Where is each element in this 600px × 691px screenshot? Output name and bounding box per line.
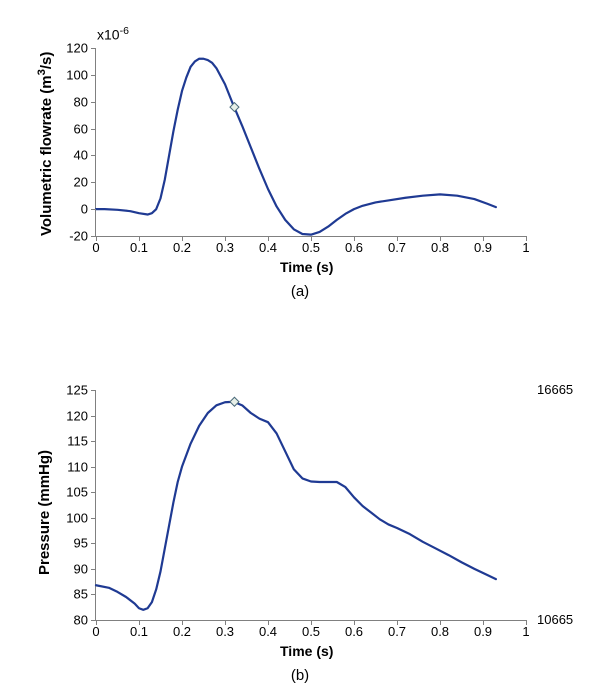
- figure-page: 0 0.1 0.2 0.3 0.4 0.5 0.6 0.7 0.8 0.9 1 -20 0 20 40 60 8…: [0, 0, 600, 691]
- y-tick-label: 85: [74, 587, 88, 602]
- y-tick: [91, 441, 96, 442]
- x-tick-label: 0.2: [173, 240, 191, 255]
- y-tick-label: 100: [66, 510, 88, 525]
- y-tick: [91, 129, 96, 130]
- x-tick-label: 0.5: [302, 624, 320, 639]
- y-tick: [91, 155, 96, 156]
- x-tick-label: 0.6: [345, 624, 363, 639]
- y-tick: [91, 467, 96, 468]
- y-tick: [91, 48, 96, 49]
- curve-a: [96, 48, 526, 236]
- x-tick-label: 0.6: [345, 240, 363, 255]
- y-tick-label: 115: [67, 434, 88, 449]
- x-tick-label: 0: [92, 240, 99, 255]
- data-marker-diamond: [230, 103, 239, 112]
- y-tick-label: 20: [74, 175, 88, 190]
- y-tick-label: 0: [81, 202, 88, 217]
- y-tick: [91, 620, 96, 621]
- y-tick-label: 110: [67, 459, 88, 474]
- y-tick: [91, 209, 96, 210]
- x-tick-label: 1: [522, 624, 529, 639]
- y-tick: [91, 102, 96, 103]
- x-tick-label: 0: [92, 624, 99, 639]
- x-tick-label: 0.4: [259, 624, 277, 639]
- x-tick-label: 0.8: [431, 240, 449, 255]
- y-tick-label: 95: [74, 536, 88, 551]
- y-tick-label: 90: [74, 561, 88, 576]
- x-tick-label: 0.1: [130, 240, 148, 255]
- y-tick-label: 80: [74, 94, 88, 109]
- x-tick-label: 0.3: [216, 240, 234, 255]
- y-tick: [91, 416, 96, 417]
- data-line: [96, 402, 496, 610]
- x-tick-label: 0.9: [474, 624, 492, 639]
- y-tick: [91, 594, 96, 595]
- data-marker-diamond: [230, 397, 239, 406]
- y-tick: [91, 492, 96, 493]
- x-tick-label: 0.2: [173, 624, 191, 639]
- plot-area-a: 00.10.20.30.40.50.60.70.80.91-2002040608…: [95, 48, 526, 237]
- y-tick: [91, 236, 96, 237]
- y-right-tick-label: 16665: [537, 383, 573, 396]
- x-tick-label: 0.9: [474, 240, 492, 255]
- data-line: [96, 59, 496, 235]
- y-tick: [91, 75, 96, 76]
- y-axis-label-b-left: Pressure (mmHg): [37, 450, 52, 575]
- y-tick-label: 105: [66, 485, 88, 500]
- y-exponent-a: x10-6: [97, 26, 129, 42]
- y-tick: [91, 543, 96, 544]
- x-tick-label: 1: [522, 240, 529, 255]
- y-tick-label: 100: [66, 67, 88, 82]
- y-tick: [91, 390, 96, 391]
- x-tick-label: 0.1: [130, 624, 148, 639]
- y-axis-label-a: Volumetric flowrate (m3/s): [37, 52, 54, 236]
- curve-b: [96, 390, 526, 620]
- x-tick-label: 0.4: [259, 240, 277, 255]
- x-tick-label: 0.7: [388, 624, 406, 639]
- y-tick-label: 60: [74, 121, 88, 136]
- y-right-tick-label: 10665: [537, 613, 573, 626]
- y-tick-label: 40: [74, 148, 88, 163]
- y-tick: [91, 569, 96, 570]
- y-tick-label: 125: [66, 383, 88, 398]
- x-tick-label: 0.7: [388, 240, 406, 255]
- y-tick-label: 120: [66, 41, 88, 56]
- caption-a: (a): [0, 284, 600, 299]
- y-tick: [91, 182, 96, 183]
- y-tick-label: 120: [66, 408, 88, 423]
- y-tick-label: -20: [69, 229, 88, 244]
- x-axis-label-a: Time (s): [280, 260, 333, 274]
- plot-area-b: 00.10.20.30.40.50.60.70.80.9180859095100…: [95, 390, 526, 621]
- y-tick-label: 80: [74, 613, 88, 628]
- x-tick-label: 0.3: [216, 624, 234, 639]
- x-tick-label: 0.8: [431, 624, 449, 639]
- x-tick-label: 0.5: [302, 240, 320, 255]
- x-axis-label-b: Time (s): [280, 644, 333, 658]
- y-tick: [91, 518, 96, 519]
- caption-b: (b): [0, 668, 600, 683]
